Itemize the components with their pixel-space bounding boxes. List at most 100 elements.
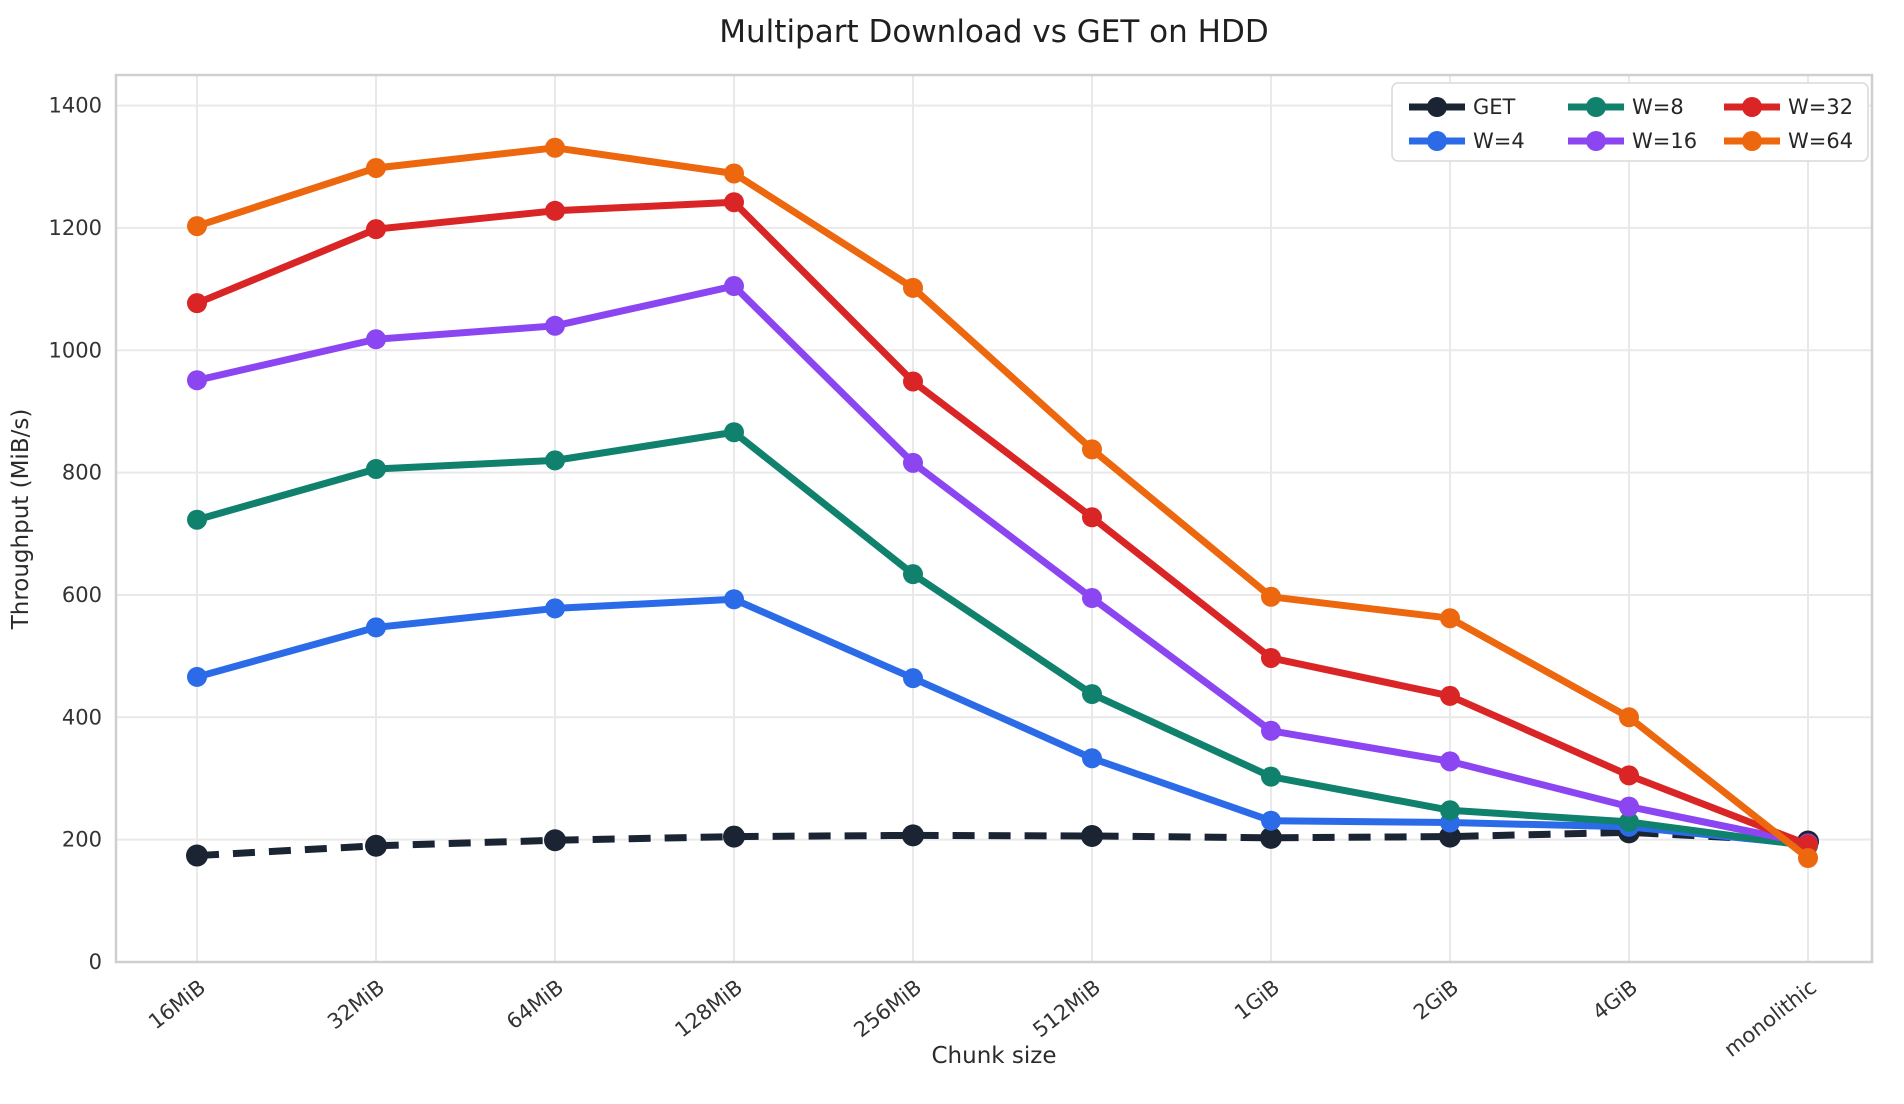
data-point-W=32-1GiB xyxy=(1261,647,1281,668)
data-point-GET-32MiB xyxy=(365,834,387,857)
legend: GET W=4 W=8 W=16 W=32 W=64 xyxy=(1391,82,1869,162)
data-point-W=4-16MiB xyxy=(187,666,207,687)
x-tick-label: 16MiB xyxy=(144,975,210,1034)
legend-item-label: W=16 xyxy=(1632,129,1697,153)
data-point-W=64-1GiB xyxy=(1261,586,1281,607)
data-point-W=64-monolithic xyxy=(1798,848,1818,869)
series-line-W=8 xyxy=(196,428,1809,850)
legend-item-W=32: W=32 xyxy=(1724,95,1853,119)
legend-marker-dot xyxy=(1427,131,1447,151)
data-point-W=16-2GiB xyxy=(1440,751,1460,772)
data-point-W=32-4GiB xyxy=(1619,765,1639,786)
data-point-W=8-32MiB xyxy=(366,458,386,479)
data-point-W=16-256MiB xyxy=(903,452,923,473)
data-point-GET-128MiB xyxy=(723,825,745,848)
legend-item-GET: GET xyxy=(1409,95,1516,119)
data-point-W=4-32MiB xyxy=(366,617,386,638)
y-tick-label: 1000 xyxy=(49,338,102,362)
y-axis-label: Throughput (MiB/s) xyxy=(8,409,34,631)
data-point-W=64-256MiB xyxy=(903,277,923,298)
data-point-GET-2GiB xyxy=(1439,825,1461,848)
y-tick-label: 1400 xyxy=(49,94,102,118)
data-point-GET-16MiB xyxy=(186,844,208,867)
data-point-W=32-2GiB xyxy=(1440,685,1460,706)
data-point-W=32-64MiB xyxy=(545,200,565,221)
series-line-GET xyxy=(196,828,1809,860)
data-point-W=32-128MiB xyxy=(724,192,744,213)
data-point-W=16-32MiB xyxy=(366,329,386,350)
plot-border xyxy=(114,73,1874,964)
legend-item-W=4: W=4 xyxy=(1409,129,1525,153)
data-point-W=16-64MiB xyxy=(545,315,565,336)
legend-item-W=64: W=64 xyxy=(1724,129,1853,153)
series-line-W=16 xyxy=(196,282,1809,847)
data-point-W=32-32MiB xyxy=(366,219,386,240)
legend-item-label: W=8 xyxy=(1632,95,1684,119)
y-tick-label: 0 xyxy=(89,950,102,974)
data-point-W=16-16MiB xyxy=(187,370,207,391)
y-tick-label: 200 xyxy=(62,828,102,852)
data-point-W=64-32MiB xyxy=(366,157,386,178)
legend-item-label: GET xyxy=(1473,95,1516,119)
legend-item-label: W=4 xyxy=(1473,129,1525,153)
data-point-W=64-64MiB xyxy=(545,137,565,158)
data-point-W=8-128MiB xyxy=(724,422,744,443)
x-tick-label: 64MiB xyxy=(502,975,568,1034)
data-point-W=16-512MiB xyxy=(1082,588,1102,609)
data-point-W=8-4GiB xyxy=(1619,811,1639,832)
data-point-W=16-128MiB xyxy=(724,276,744,297)
data-point-GET-64MiB xyxy=(544,829,566,852)
y-tick-label: 1200 xyxy=(49,216,102,240)
data-point-W=16-4GiB xyxy=(1619,796,1639,817)
tick-layer: 0 200 400 600 800 1000 1200 1400 16MiB 32MiB 64MiB… xyxy=(49,94,1822,1062)
series-layer xyxy=(186,137,1819,869)
data-point-W=4-1GiB xyxy=(1261,810,1281,831)
data-point-W=64-16MiB xyxy=(187,216,207,237)
legend-marker-dot xyxy=(1742,97,1762,117)
data-point-GET-1GiB xyxy=(1260,826,1282,849)
data-point-W=64-128MiB xyxy=(724,163,744,184)
data-point-W=32-256MiB xyxy=(903,371,923,392)
data-point-W=32-512MiB xyxy=(1082,507,1102,528)
chart-title: Multipart Download vs GET on HDD xyxy=(719,14,1268,50)
x-tick-label: 256MiB xyxy=(849,975,926,1042)
data-point-W=32-16MiB xyxy=(187,293,207,314)
x-tick-label: 2GiB xyxy=(1409,975,1463,1025)
data-point-W=64-4GiB xyxy=(1619,707,1639,728)
x-tick-label: 32MiB xyxy=(323,975,389,1034)
data-point-W=8-256MiB xyxy=(903,564,923,585)
legend-item-W=8: W=8 xyxy=(1568,95,1684,119)
x-tick-label: 128MiB xyxy=(670,975,747,1042)
data-point-GET-256MiB xyxy=(902,824,924,847)
data-point-W=64-512MiB xyxy=(1082,439,1102,460)
y-tick-label: 600 xyxy=(62,583,102,607)
data-point-W=4-128MiB xyxy=(724,589,744,610)
data-point-W=8-16MiB xyxy=(187,509,207,530)
x-tick-label: 4GiB xyxy=(1588,975,1642,1025)
data-point-W=8-1GiB xyxy=(1261,766,1281,787)
legend-marker-dot xyxy=(1586,97,1606,117)
series-line-W=4 xyxy=(196,595,1809,849)
series-line-W=32 xyxy=(195,198,1810,848)
data-point-W=8-512MiB xyxy=(1082,684,1102,705)
data-point-W=4-512MiB xyxy=(1082,748,1102,769)
y-tick-label: 400 xyxy=(62,705,102,729)
x-tick-label: monolithic xyxy=(1720,975,1822,1062)
series-line-W=64 xyxy=(195,144,1811,861)
x-axis-label: Chunk size xyxy=(931,1043,1056,1069)
legend-item-label: W=32 xyxy=(1788,95,1853,119)
data-point-GET-512MiB xyxy=(1081,824,1103,847)
legend-marker-dot xyxy=(1742,131,1762,151)
legend-marker-dot xyxy=(1586,131,1606,151)
data-point-W=4-256MiB xyxy=(903,668,923,689)
legend-item-label: W=64 xyxy=(1788,129,1853,153)
data-point-W=64-2GiB xyxy=(1440,608,1460,629)
data-point-W=4-64MiB xyxy=(545,598,565,619)
x-tick-label: 1GiB xyxy=(1230,975,1284,1025)
legend-marker-dot xyxy=(1427,97,1447,117)
x-tick-label: 512MiB xyxy=(1028,975,1105,1042)
legend-item-W=16: W=16 xyxy=(1568,129,1697,153)
data-point-W=8-64MiB xyxy=(545,450,565,471)
